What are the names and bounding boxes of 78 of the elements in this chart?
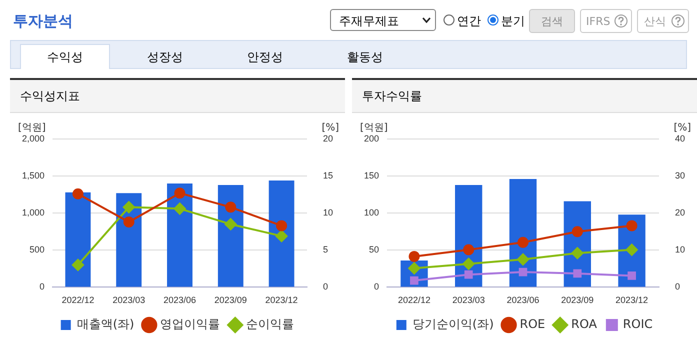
x-tick-label: 2023/03: [452, 295, 485, 306]
point: [572, 226, 583, 238]
point: [72, 258, 84, 271]
x-tick-label: 2023/06: [506, 295, 540, 306]
y2-tick-label: 10: [674, 244, 686, 255]
y-tick-label: 50: [369, 244, 380, 255]
x-tick-label: 2022/12: [398, 295, 430, 306]
text: 안정성: [246, 49, 284, 66]
point: [410, 276, 418, 285]
y-tick-label: 1,000: [22, 208, 45, 218]
y-tick-label: 100: [364, 208, 380, 218]
y2-tick-label: 15: [322, 170, 334, 181]
point: [123, 216, 134, 228]
chart-title: 투자수익률: [352, 80, 697, 113]
y2-tick-label: 30: [674, 170, 686, 181]
y2-tick-label: 40: [674, 133, 686, 144]
y2-axis-title: [%]: [322, 122, 340, 134]
y2-tick-label: 20: [322, 133, 334, 144]
y-axis-title: [억원]: [360, 122, 388, 134]
legend-label: ROE: [520, 317, 546, 332]
point: [573, 269, 582, 278]
text: 성장성: [146, 49, 184, 66]
x-tick-label: 2023/03: [112, 295, 146, 306]
text: IFRS: [580, 9, 632, 33]
y-tick-label: 500: [29, 244, 45, 255]
point: [174, 202, 186, 215]
text: 주재무제표: [330, 9, 436, 31]
y2-tick-label: 10: [322, 208, 334, 218]
chart-title: 수익성지표: [10, 80, 345, 113]
point: [628, 272, 636, 280]
y2-axis-title: [%]: [674, 122, 692, 134]
text: 검색: [529, 9, 575, 33]
point: [276, 230, 288, 242]
point: [518, 268, 528, 276]
legend-label: 당기순이익(좌): [412, 317, 494, 332]
text: 분기: [501, 13, 525, 30]
legend-label: 영업이익률: [160, 317, 220, 332]
point: [276, 220, 288, 232]
y-tick-label: 0: [374, 282, 380, 292]
point: [462, 258, 475, 270]
point: [174, 188, 186, 199]
point: [463, 244, 474, 256]
text: 투자분석: [13, 12, 73, 31]
y2-tick-label: 0: [322, 282, 328, 292]
x-tick-label: 2023/12: [265, 295, 298, 306]
y2-tick-label: 5: [322, 244, 328, 255]
legend-label: 순이익률: [246, 317, 294, 332]
legend-label: ROA: [571, 317, 598, 332]
x-tick-label: 2023/12: [616, 295, 648, 306]
point: [464, 270, 473, 279]
y-tick-label: 150: [364, 170, 380, 181]
point: [72, 188, 84, 200]
y2-tick-label: 0: [674, 282, 680, 292]
point: [225, 202, 236, 213]
x-tick-label: 2023/09: [561, 295, 594, 306]
y-tick-label: 2,000: [22, 133, 45, 144]
y-axis-title: [억원]: [18, 122, 46, 134]
legend-label: 매출액(좌): [76, 317, 134, 332]
point: [122, 201, 135, 214]
text: 산식: [637, 9, 689, 33]
x-tick-label: 2022/12: [62, 295, 94, 306]
point: [626, 244, 638, 256]
y2-tick-label: 20: [674, 208, 686, 218]
legend-label: ROIC: [622, 317, 653, 332]
y-tick-label: 200: [364, 133, 380, 144]
x-tick-label: 2023/09: [214, 295, 247, 306]
point: [408, 250, 420, 262]
point: [518, 236, 529, 248]
text: 연간: [457, 13, 481, 30]
text: 수익성: [20, 45, 110, 69]
point: [626, 220, 638, 232]
point: [517, 253, 530, 266]
point: [224, 218, 237, 230]
y-tick-label: 1,500: [22, 170, 45, 181]
x-tick-label: 2023/06: [163, 295, 196, 306]
y-tick-label: 0: [40, 282, 45, 292]
point: [571, 247, 584, 260]
text: 활동성: [346, 49, 384, 66]
